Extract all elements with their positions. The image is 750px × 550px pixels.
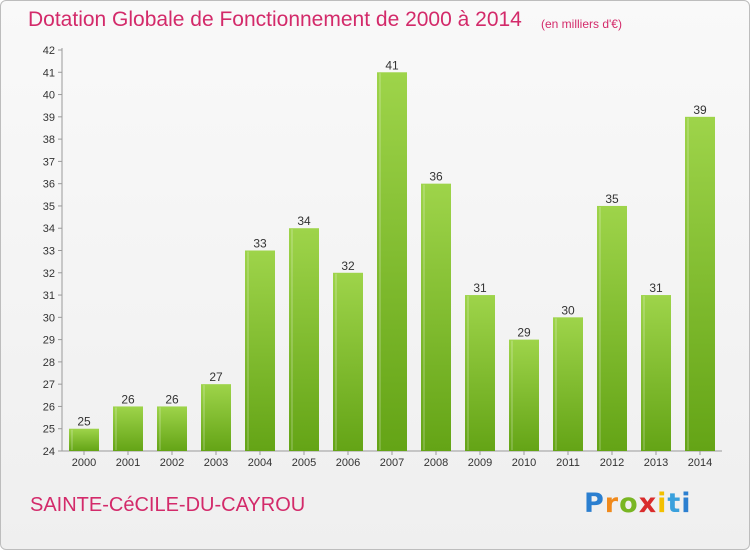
bar-highlight: [687, 117, 689, 450]
bar-2001: [113, 406, 143, 451]
y-tick-label: 35: [43, 201, 55, 213]
y-tick-label: 39: [43, 112, 55, 124]
bar-highlight: [247, 251, 249, 450]
y-tick-label: 37: [43, 156, 55, 168]
y-tick-label: 24: [43, 446, 55, 458]
bar-2007: [377, 72, 407, 452]
data-label-2001: 26: [121, 392, 135, 406]
bar-highlight: [555, 318, 557, 450]
data-label-2002: 26: [165, 392, 179, 406]
y-tick-label: 42: [43, 45, 55, 57]
y-tick-label: 41: [43, 67, 55, 79]
bar-2008: [421, 183, 451, 451]
y-tick-label: 32: [43, 268, 55, 280]
bar-2004: [245, 250, 275, 451]
bar-highlight: [335, 273, 337, 450]
bar-highlight: [71, 429, 73, 450]
proxiti-logo: Proxiti: [584, 488, 692, 519]
bar-2013: [641, 295, 671, 451]
data-label-2003: 27: [209, 370, 223, 384]
data-label-2013: 31: [649, 281, 663, 295]
data-label-2014: 39: [693, 103, 707, 117]
data-label-2008: 36: [429, 170, 443, 184]
bar-highlight: [203, 385, 205, 450]
bar-highlight: [423, 184, 425, 450]
bar-highlight: [115, 407, 117, 450]
y-tick-label: 28: [43, 357, 55, 369]
x-tick-label-2006: 2006: [336, 457, 360, 469]
chart-axes: 24 25 26 27 28 29 30 31 32 33 34 35 36 37 38 39 40 41 42 20…: [43, 45, 722, 469]
y-tick-label: 33: [43, 246, 55, 258]
x-tick-label-2008: 2008: [424, 457, 448, 469]
bar-2003: [201, 384, 231, 451]
y-tick-label: 25: [43, 424, 55, 436]
y-tick-label: 26: [43, 401, 55, 413]
bar-highlight: [291, 229, 293, 450]
x-tick-label-2013: 2013: [644, 457, 668, 469]
y-tick-label: 38: [43, 134, 55, 146]
data-label-2007: 41: [385, 58, 399, 72]
chart-bars: [69, 72, 715, 452]
bar-highlight: [467, 296, 469, 450]
bar-2010: [509, 339, 539, 451]
bar-2009: [465, 295, 495, 451]
x-tick-label-2007: 2007: [380, 457, 404, 469]
commune-name: SAINTE-CéCILE-DU-CAYROU: [30, 494, 306, 516]
bar-highlight: [643, 296, 645, 450]
chart-labels: 25 26 26 27 33 34 32 41 36 31 29 30 35 31 39: [77, 58, 707, 428]
bar-highlight: [511, 340, 513, 450]
y-tick-label: 27: [43, 379, 55, 391]
x-tick-label-2001: 2001: [116, 457, 140, 469]
data-label-2000: 25: [77, 415, 91, 429]
x-tick-label-2010: 2010: [512, 457, 536, 469]
y-tick-label: 31: [43, 290, 55, 302]
x-tick-label-2014: 2014: [688, 457, 712, 469]
y-tick-label: 30: [43, 312, 55, 324]
bar-2000: [69, 428, 99, 451]
x-tick-label-2009: 2009: [468, 457, 492, 469]
x-tick-label-2011: 2011: [556, 457, 580, 469]
bar-highlight: [599, 206, 601, 450]
y-tick-label: 40: [43, 90, 55, 102]
data-label-2011: 30: [561, 303, 575, 317]
bar-highlight: [159, 407, 161, 450]
data-label-2005: 34: [297, 214, 311, 228]
x-tick-label-2012: 2012: [600, 457, 624, 469]
chart-subtitle: (en milliers d'€): [541, 17, 622, 31]
x-tick-label-2003: 2003: [204, 457, 228, 469]
x-tick-label-2000: 2000: [72, 457, 96, 469]
data-label-2010: 29: [517, 326, 531, 340]
bar-2002: [157, 406, 187, 451]
x-tick-label-2004: 2004: [248, 457, 272, 469]
data-label-2004: 33: [253, 237, 267, 251]
x-tick-label-2002: 2002: [160, 457, 184, 469]
bar-highlight: [379, 73, 381, 451]
data-label-2012: 35: [605, 192, 619, 206]
bar-2005: [289, 228, 319, 451]
x-tick-label-2005: 2005: [292, 457, 316, 469]
data-label-2006: 32: [341, 259, 355, 273]
bar-2006: [333, 272, 363, 451]
bar-2012: [597, 205, 627, 451]
y-tick-label: 36: [43, 179, 55, 191]
y-tick-label: 29: [43, 335, 55, 347]
bar-2011: [553, 317, 583, 451]
chart-title: Dotation Globale de Fonctionnement de 20…: [28, 8, 522, 31]
data-label-2009: 31: [473, 281, 487, 295]
y-tick-label: 34: [43, 223, 55, 235]
bar-2014: [685, 116, 715, 451]
